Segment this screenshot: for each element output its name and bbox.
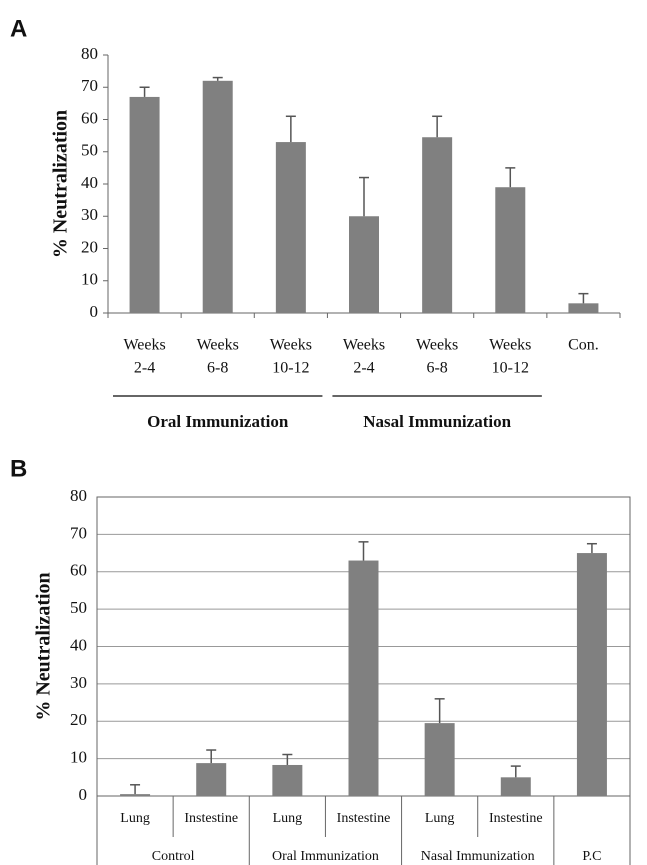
y-axis-label: % Neutralization	[50, 110, 72, 258]
group-label: Control	[152, 849, 195, 864]
bar	[500, 777, 531, 796]
x-tick-label: Weeks	[270, 337, 312, 354]
x-tick-label: Lung	[425, 811, 455, 826]
bar	[349, 216, 379, 313]
x-tick-label: Weeks	[416, 337, 458, 354]
bar	[576, 553, 607, 796]
x-tick-label: Weeks	[123, 337, 165, 354]
bar	[129, 96, 160, 313]
bar	[495, 187, 526, 313]
x-tick-label: Weeks	[489, 337, 531, 354]
y-tick-label: 40	[70, 635, 87, 654]
bar	[424, 723, 455, 796]
x-tick-label: Weeks	[343, 337, 385, 354]
x-tick-label: 6-8	[426, 360, 447, 377]
x-tick-label: Lung	[120, 811, 150, 826]
panel-label: B	[10, 455, 27, 482]
y-tick-label: 60	[81, 108, 98, 127]
y-tick-label: 60	[70, 561, 87, 580]
x-tick-label: 10-12	[492, 360, 529, 377]
x-tick-label: Instestine	[489, 811, 543, 826]
y-tick-label: 0	[79, 785, 88, 804]
y-tick-label: 80	[70, 486, 87, 505]
group-label: Nasal Immunization	[421, 849, 535, 864]
x-tick-label: Instestine	[337, 811, 391, 826]
x-tick-label: 6-8	[207, 360, 228, 377]
y-tick-label: 0	[90, 302, 99, 321]
x-tick-label: Weeks	[197, 337, 239, 354]
bar	[120, 794, 151, 796]
bar	[348, 560, 379, 796]
bar	[422, 137, 453, 313]
group-label: P.C	[582, 849, 601, 864]
y-axis-label: % Neutralization	[33, 572, 55, 720]
bar	[196, 763, 227, 796]
x-tick-label: Instestine	[184, 811, 238, 826]
y-tick-label: 50	[81, 141, 98, 160]
bar	[272, 764, 303, 796]
x-tick-label: Con.	[568, 337, 599, 354]
bar	[568, 303, 599, 313]
bar	[202, 80, 233, 313]
y-tick-label: 70	[81, 76, 98, 95]
y-tick-label: 20	[81, 237, 98, 256]
y-tick-label: 40	[81, 173, 98, 192]
y-tick-label: 30	[81, 205, 98, 224]
y-tick-label: 10	[70, 748, 87, 767]
panel-label: A	[10, 15, 27, 42]
y-tick-label: 30	[70, 673, 87, 692]
y-tick-label: 80	[81, 44, 98, 63]
x-tick-label: Lung	[273, 811, 303, 826]
bar	[275, 142, 306, 313]
y-tick-label: 10	[81, 270, 98, 289]
y-tick-label: 20	[70, 710, 87, 729]
group-label: Oral Immunization	[147, 412, 289, 431]
x-tick-label: 2-4	[353, 360, 374, 377]
y-tick-label: 70	[70, 523, 87, 542]
group-label: Nasal Immunization	[363, 412, 511, 431]
group-label: Oral Immunization	[272, 849, 379, 864]
x-tick-label: 10-12	[272, 360, 309, 377]
x-tick-label: 2-4	[134, 360, 155, 377]
y-tick-label: 50	[70, 598, 87, 617]
